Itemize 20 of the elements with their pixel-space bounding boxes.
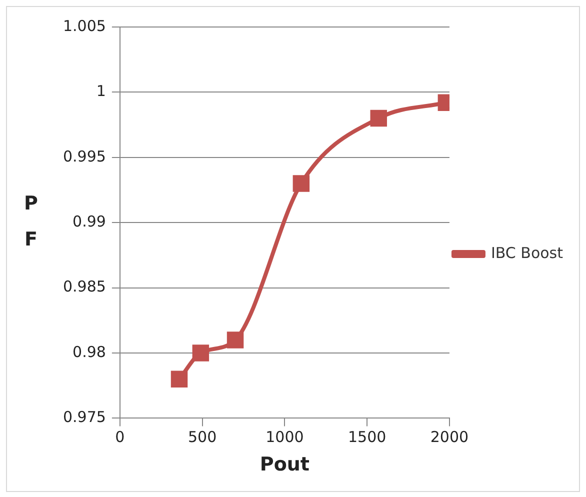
y-tick-label: 0.995 — [62, 147, 106, 166]
x-tick-label: 500 — [188, 428, 217, 446]
y-tick-label: 1 — [96, 82, 106, 100]
x-tick-label: 2000 — [430, 428, 469, 446]
y-tick-label: 0.985 — [62, 278, 106, 296]
x-tick-label: 0 — [115, 428, 125, 446]
point — [370, 110, 387, 127]
x-tick-label: 1000 — [266, 428, 304, 446]
point — [192, 344, 210, 362]
point — [170, 370, 188, 388]
point — [226, 332, 244, 348]
y-tick-label: 0.99 — [72, 212, 106, 230]
y-axis-title: PF — [24, 192, 38, 251]
x-axis-title: Pout — [260, 454, 310, 476]
point — [292, 175, 310, 192]
legend-label: IBC Boost — [490, 244, 564, 262]
y-tick-label: 0.975 — [62, 408, 106, 426]
x-tick-label: 1500 — [348, 428, 386, 446]
y-tick-label: 1.005 — [62, 16, 106, 35]
y-tick-label: 0.98 — [72, 342, 106, 361]
